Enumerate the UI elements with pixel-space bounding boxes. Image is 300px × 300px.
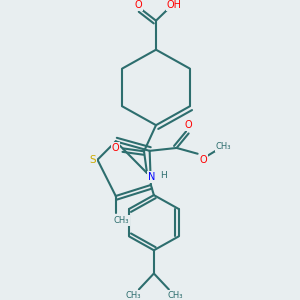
- Text: O: O: [185, 120, 193, 130]
- Text: CH₃: CH₃: [167, 291, 183, 300]
- Text: CH₃: CH₃: [215, 142, 231, 151]
- Text: S: S: [90, 155, 96, 165]
- Text: H: H: [160, 172, 167, 181]
- Text: CH₃: CH₃: [114, 216, 130, 225]
- Text: OH: OH: [167, 0, 182, 10]
- Text: N: N: [148, 172, 155, 182]
- Text: O: O: [112, 143, 119, 153]
- Text: O: O: [134, 0, 142, 10]
- Text: CH₃: CH₃: [125, 291, 141, 300]
- Text: O: O: [200, 154, 208, 165]
